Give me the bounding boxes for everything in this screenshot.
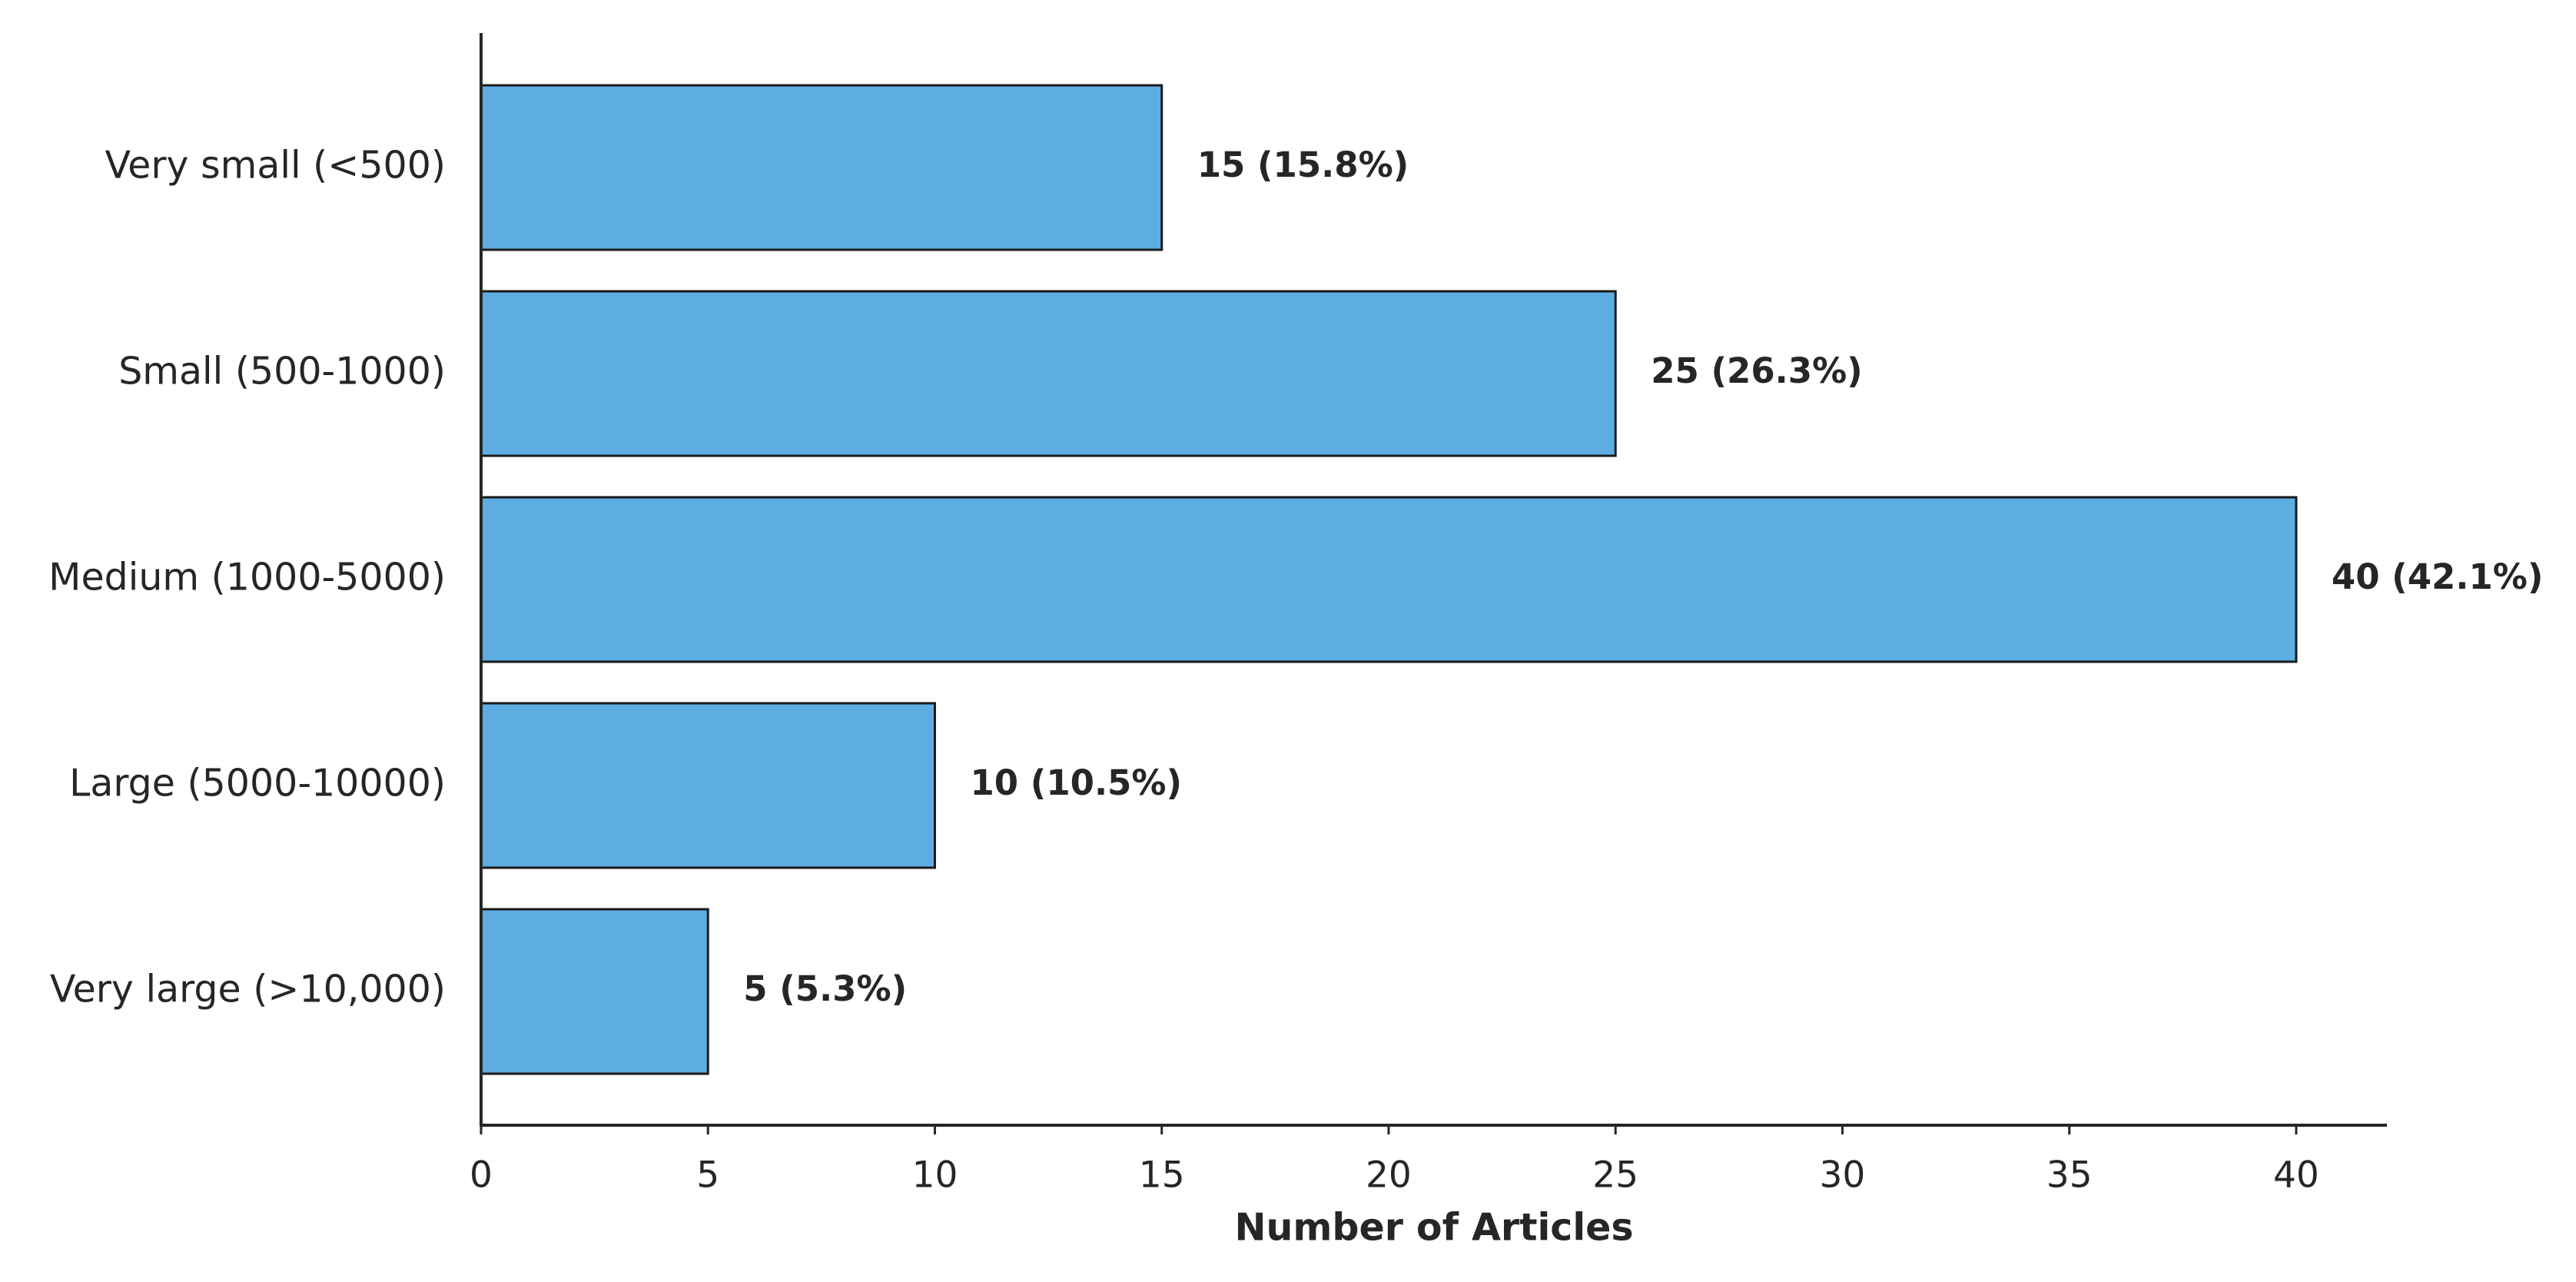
x-axis-label: Number of Articles xyxy=(1234,1206,1633,1250)
x-tick-label: 5 xyxy=(696,1154,719,1197)
y-tick-label: Medium (1000-5000) xyxy=(48,556,446,599)
x-tick-label: 20 xyxy=(1366,1154,1412,1197)
bar xyxy=(480,290,1617,457)
x-tick-label: 30 xyxy=(1820,1154,1866,1197)
value-label: 15 (15.8%) xyxy=(1197,144,1409,185)
value-label: 10 (10.5%) xyxy=(970,762,1182,803)
x-tick-label: 25 xyxy=(1592,1154,1638,1197)
value-label: 5 (5.3%) xyxy=(743,968,907,1009)
x-tick-label: 40 xyxy=(2273,1154,2319,1197)
y-tick-label: Small (500-1000) xyxy=(118,350,446,394)
y-tick-label: Very large (>10,000) xyxy=(50,968,446,1011)
y-tick-label: Very small (<500) xyxy=(105,144,446,188)
x-tick-label: 10 xyxy=(912,1154,958,1197)
bar xyxy=(480,908,709,1075)
x-tick-label: 35 xyxy=(2047,1154,2093,1197)
bar xyxy=(480,702,936,869)
bar xyxy=(480,84,1164,251)
bar xyxy=(480,496,2298,663)
y-tick-label: Large (5000-10000) xyxy=(69,762,446,805)
x-tick-label: 0 xyxy=(470,1154,493,1197)
value-label: 40 (42.1%) xyxy=(2332,556,2544,597)
x-tick-label: 15 xyxy=(1139,1154,1185,1197)
value-label: 25 (26.3%) xyxy=(1651,350,1863,391)
